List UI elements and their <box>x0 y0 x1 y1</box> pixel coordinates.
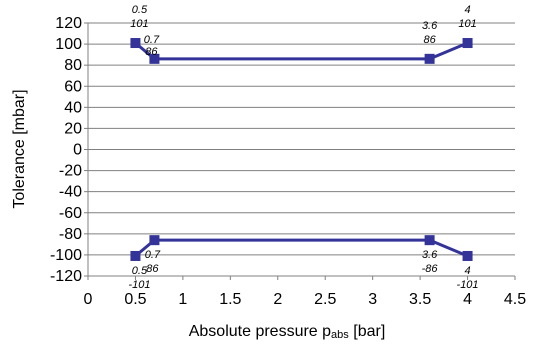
data-label-y: 86 <box>423 34 436 46</box>
x-tick-label: 4 <box>463 291 472 308</box>
data-label-x: 4 <box>464 4 470 16</box>
y-tick-label: 60 <box>64 78 82 95</box>
data-point-marker <box>462 250 473 261</box>
x-tick-labels: 0 0.5 1 1.5 2 2.5 3 3.5 4 4.5 <box>84 291 527 308</box>
x-tick-label: 4.5 <box>504 291 526 308</box>
x-tick-label: 1 <box>178 291 187 308</box>
data-point-marker <box>462 38 473 49</box>
y-tick-label: -40 <box>59 184 82 201</box>
gridlines <box>88 22 515 277</box>
x-axis-label-subscript: abs <box>331 329 349 341</box>
x-tick-label: 1.5 <box>219 291 241 308</box>
data-label-x: 0.5 <box>132 4 148 16</box>
series-line <box>134 41 469 61</box>
x-tick-label: 0 <box>84 291 93 308</box>
y-tick-label: -80 <box>59 226 82 243</box>
y-axis-label: Tolerance [mbar] <box>11 89 28 208</box>
data-label-x: 0.5 <box>132 265 148 277</box>
data-label-y: -101 <box>457 279 479 291</box>
y-tick-label: 100 <box>55 36 82 53</box>
x-tick-label: 2 <box>273 291 282 308</box>
data-label-x: 0.7 <box>144 34 160 46</box>
y-tick-label: 0 <box>73 142 82 159</box>
data-label-y: 101 <box>130 18 148 30</box>
data-point-marker <box>130 250 141 261</box>
data-label-x: 3.6 <box>422 20 438 32</box>
data-label-y: -86 <box>422 263 439 275</box>
x-tick-label: 3 <box>368 291 377 308</box>
data-label-y: 101 <box>458 18 476 30</box>
data-label-y: -101 <box>128 279 150 291</box>
data-label-x: 3.6 <box>422 249 438 261</box>
data-point-marker <box>149 53 160 64</box>
y-tick-label: 80 <box>64 57 82 74</box>
y-tick-label: -120 <box>50 268 82 285</box>
axes <box>84 22 516 280</box>
x-axis-label-unit: [bar] <box>349 323 385 340</box>
x-tick-label: 2.5 <box>314 291 336 308</box>
series-line <box>134 238 469 258</box>
data-point-marker <box>130 38 141 49</box>
y-tick-labels: 120 100 80 60 40 20 0 -20 -40 -60 -80 -100 -120 <box>50 15 82 285</box>
y-tick-label: -20 <box>59 163 82 180</box>
x-axis-label: Absolute pressure pabs [bar] <box>189 323 386 341</box>
data-label-x: 4 <box>464 265 470 277</box>
y-tick-label: -60 <box>59 205 82 222</box>
y-tick-label: 120 <box>55 15 82 32</box>
x-axis-label-main: Absolute pressure p <box>189 323 331 340</box>
data-label-y: 86 <box>146 263 159 275</box>
data-label-x: 0.7 <box>145 249 161 261</box>
data-point-marker <box>149 235 160 246</box>
y-tick-label: 20 <box>64 120 82 137</box>
data-point-marker <box>424 53 435 64</box>
y-tick-label: 40 <box>64 99 82 116</box>
data-point-marker <box>424 235 435 246</box>
y-tick-label: -100 <box>50 247 82 264</box>
data-series <box>130 38 473 261</box>
x-tick-label: 3.5 <box>409 291 431 308</box>
x-tick-label: 0.5 <box>124 291 146 308</box>
data-label-y: 86 <box>145 46 158 58</box>
